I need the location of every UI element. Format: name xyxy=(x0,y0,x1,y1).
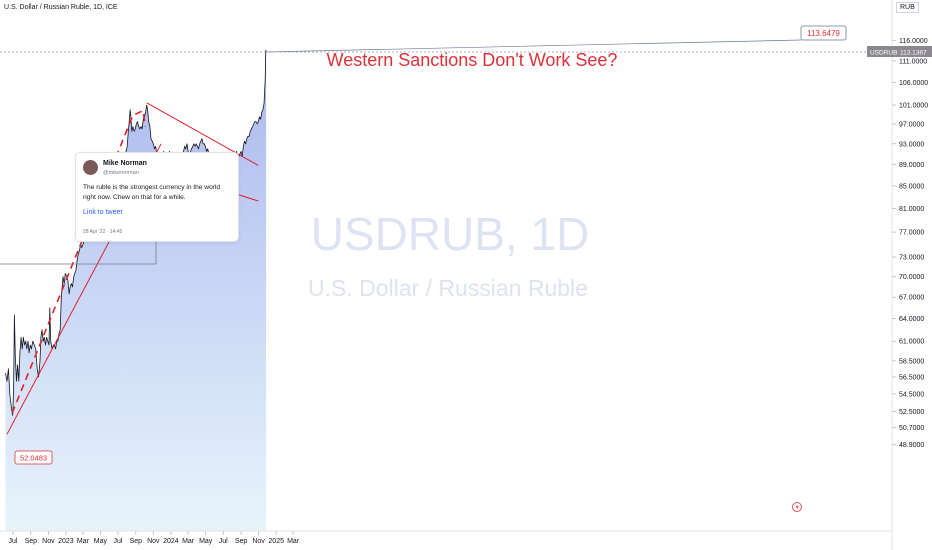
time-axis-label: 2025 xyxy=(268,538,284,545)
price-axis-label: 81.0000 xyxy=(899,206,924,213)
chart-title: U.S. Dollar / Russian Ruble, 1D, ICE xyxy=(4,4,118,11)
price-axis-label: 64.0000 xyxy=(899,316,924,323)
price-axis-label: 56.5000 xyxy=(899,375,924,382)
time-axis-label: Nov xyxy=(147,538,160,545)
time-axis-label: Mar xyxy=(77,538,90,545)
tweet-link[interactable]: Link to tweet xyxy=(83,209,123,216)
price-axis-label: 61.0000 xyxy=(899,339,924,346)
low-price-label: 52.0483 xyxy=(14,450,53,465)
time-axis-label: May xyxy=(94,538,108,545)
high-price-value: 113.6479 xyxy=(807,29,840,38)
time-axis-label: Jul xyxy=(114,538,123,545)
price-tag-price: 113.1387 xyxy=(900,50,927,57)
lightning-icon[interactable] xyxy=(792,502,802,512)
current-price-tag: USDRUB 113.1387 xyxy=(867,46,932,57)
price-axis-label: 116.0000 xyxy=(899,38,928,45)
tweet-text: The ruble is the strongest currency in t… xyxy=(83,184,221,201)
time-axis-label: Mar xyxy=(287,538,300,545)
time-axis-label: 2023 xyxy=(58,538,74,545)
high-label-connector xyxy=(266,39,802,53)
price-axis-label: 70.0000 xyxy=(899,274,924,281)
time-axis-label: Sep xyxy=(235,538,248,545)
time-axis-label: Mar xyxy=(182,538,195,545)
price-axis-label: 111.0000 xyxy=(899,58,927,65)
watermark-symbol: USDRUB, 1D xyxy=(311,208,590,260)
price-axis-label: 106.0000 xyxy=(899,80,928,87)
price-tag-symbol: USDRUB xyxy=(870,50,897,57)
price-axis-label: 85.0000 xyxy=(899,183,924,190)
time-axis-label: Jul xyxy=(219,538,228,545)
price-axis-label: 58.5000 xyxy=(899,358,924,365)
price-axis-label: 93.0000 xyxy=(899,141,924,148)
price-axis-label: 50.7000 xyxy=(899,425,924,432)
headline-annotation: Western Sanctions Don't Work See? xyxy=(327,50,618,70)
avatar xyxy=(83,160,98,175)
time-axis-label: Sep xyxy=(25,538,38,545)
price-axis-label: 48.9000 xyxy=(899,442,924,449)
price-axis-label: 77.0000 xyxy=(899,230,924,237)
tweet-card[interactable]: Mike Norman @mikenorman The ruble is the… xyxy=(75,152,239,242)
price-axis-label: 52.5000 xyxy=(899,409,924,416)
time-axis-label: Sep xyxy=(130,538,143,545)
watermark-description: U.S. Dollar / Russian Ruble xyxy=(308,275,588,301)
tweet-date: 28 Apr '22 · 14:45 xyxy=(83,229,123,235)
time-axis-label: Jul xyxy=(9,538,18,545)
low-price-value: 52.0483 xyxy=(20,454,47,463)
channel-upper-line xyxy=(146,102,259,166)
currency-label[interactable]: RUB xyxy=(896,2,919,13)
price-axis-label: 89.0000 xyxy=(899,162,924,169)
price-axis-label: 97.0000 xyxy=(899,122,924,129)
price-axis-label: 54.5000 xyxy=(899,391,924,398)
time-axis-label: Nov xyxy=(252,538,265,545)
tweet-author-name: Mike Norman xyxy=(103,160,147,167)
price-axis-label: 67.0000 xyxy=(899,295,924,302)
time-axis-label: Nov xyxy=(42,538,55,545)
time-axis-label: May xyxy=(199,538,213,545)
high-price-label: 113.6479 xyxy=(800,25,847,41)
tweet-author-handle: @mikenorman xyxy=(103,170,139,176)
price-axis-label: 101.0000 xyxy=(899,103,928,110)
time-axis-label: 2024 xyxy=(163,538,179,545)
price-axis-label: 73.0000 xyxy=(899,255,924,262)
